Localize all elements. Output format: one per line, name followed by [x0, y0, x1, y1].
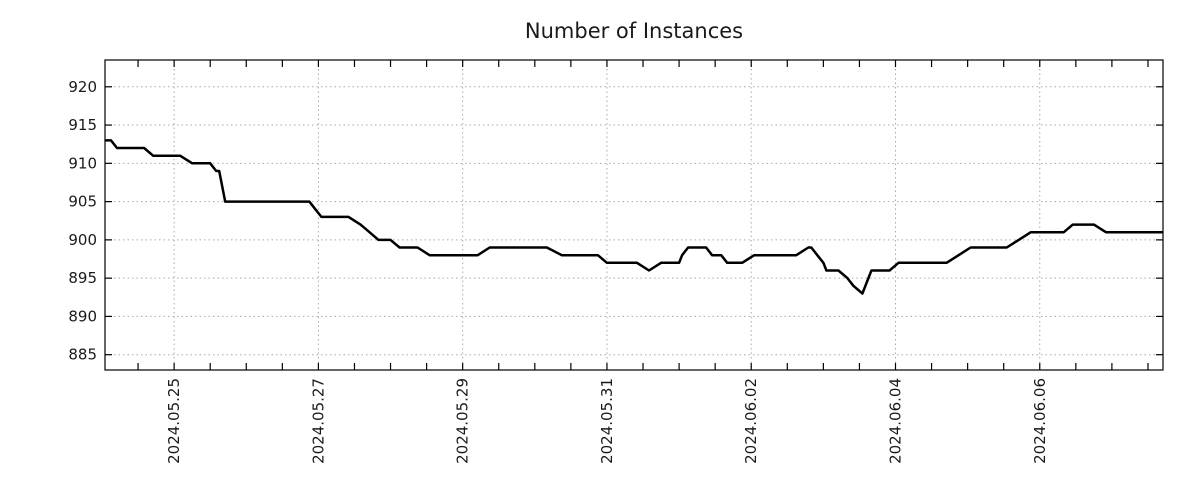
- y-tick-label: 885: [68, 346, 97, 364]
- x-tick-label: 2024.05.31: [598, 378, 616, 464]
- y-tick-label: 915: [68, 116, 97, 134]
- y-tick-label: 890: [68, 307, 97, 325]
- y-tick-label: 900: [68, 231, 97, 249]
- grid-lines: [105, 60, 1163, 370]
- tick-labels: 885 890 895 900 905 910 915 920 2024.05.25 2024.0…: [68, 78, 1048, 464]
- y-tick-label: 905: [68, 193, 97, 211]
- x-tick-label: 2024.06.06: [1031, 378, 1049, 464]
- y-tick-label: 910: [68, 154, 97, 172]
- x-tick-label: 2024.05.25: [165, 378, 183, 464]
- chart-title: Number of Instances: [525, 19, 743, 43]
- plot-border: [104, 59, 1164, 371]
- y-tick-label: 920: [68, 78, 97, 96]
- axis-ticks: [105, 60, 1163, 370]
- x-tick-label: 2024.05.27: [309, 378, 327, 464]
- x-tick-label: 2024.06.04: [886, 378, 904, 464]
- x-tick-label: 2024.05.29: [454, 378, 472, 464]
- series-instances: [105, 139, 1163, 295]
- y-tick-label: 895: [68, 269, 97, 287]
- x-tick-label: 2024.06.02: [742, 378, 760, 464]
- series-line: [105, 139, 1163, 295]
- axes-frame: [104, 59, 1164, 371]
